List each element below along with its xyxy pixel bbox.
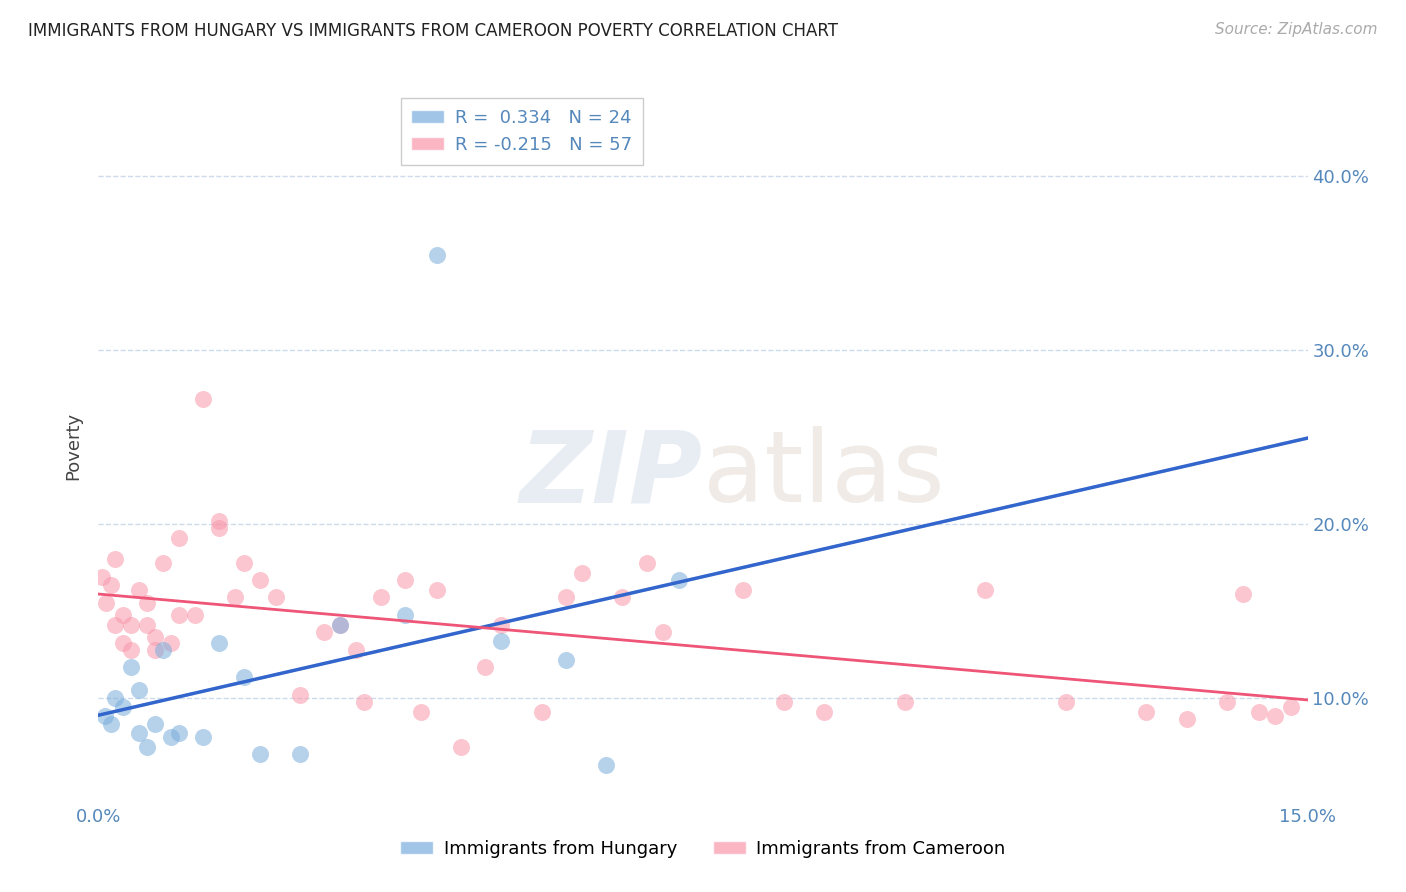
Point	[733, 583, 755, 598]
Point	[208, 521, 231, 535]
Point	[491, 634, 513, 648]
Point	[120, 660, 142, 674]
Point	[555, 591, 578, 605]
Point	[491, 618, 513, 632]
Point	[772, 695, 794, 709]
Point	[208, 514, 231, 528]
Point	[595, 757, 617, 772]
Point	[120, 642, 142, 657]
Point	[120, 618, 142, 632]
Point	[167, 607, 190, 622]
Point	[1281, 700, 1303, 714]
Point	[193, 730, 215, 744]
Point	[111, 700, 134, 714]
Point	[409, 706, 432, 720]
Point	[1232, 587, 1254, 601]
Point	[1249, 706, 1271, 720]
Point	[167, 531, 190, 545]
Point	[91, 569, 114, 583]
Point	[249, 573, 271, 587]
Text: IMMIGRANTS FROM HUNGARY VS IMMIGRANTS FROM CAMEROON POVERTY CORRELATION CHART: IMMIGRANTS FROM HUNGARY VS IMMIGRANTS FR…	[28, 22, 838, 40]
Point	[128, 583, 150, 598]
Point	[135, 740, 157, 755]
Point	[128, 726, 150, 740]
Point	[668, 573, 690, 587]
Point	[353, 695, 375, 709]
Point	[474, 660, 496, 674]
Point	[1216, 695, 1239, 709]
Point	[103, 691, 125, 706]
Point	[314, 625, 336, 640]
Point	[893, 695, 915, 709]
Point	[1135, 706, 1157, 720]
Point	[160, 635, 183, 649]
Point	[555, 653, 578, 667]
Point	[974, 583, 997, 598]
Point	[135, 618, 157, 632]
Point	[135, 596, 157, 610]
Point	[143, 631, 166, 645]
Text: atlas: atlas	[703, 426, 945, 523]
Point	[152, 556, 174, 570]
Point	[636, 556, 658, 570]
Y-axis label: Poverty: Poverty	[65, 412, 83, 480]
Point	[111, 607, 134, 622]
Point	[329, 618, 352, 632]
Point	[193, 392, 215, 406]
Point	[651, 625, 673, 640]
Point	[530, 706, 553, 720]
Legend: Immigrants from Hungary, Immigrants from Cameroon: Immigrants from Hungary, Immigrants from…	[394, 833, 1012, 865]
Point	[288, 688, 311, 702]
Text: ZIP: ZIP	[520, 426, 703, 523]
Point	[1054, 695, 1077, 709]
Point	[184, 607, 207, 622]
Point	[370, 591, 392, 605]
Text: Source: ZipAtlas.com: Source: ZipAtlas.com	[1215, 22, 1378, 37]
Point	[160, 730, 183, 744]
Point	[167, 726, 190, 740]
Point	[143, 642, 166, 657]
Point	[426, 583, 449, 598]
Point	[224, 591, 246, 605]
Point	[128, 682, 150, 697]
Point	[813, 706, 835, 720]
Point	[152, 642, 174, 657]
Point	[100, 578, 122, 592]
Point	[1175, 712, 1198, 726]
Point	[288, 747, 311, 761]
Point	[571, 566, 593, 580]
Point	[426, 247, 449, 261]
Point	[329, 618, 352, 632]
Point	[208, 635, 231, 649]
Point	[232, 556, 254, 570]
Point	[249, 747, 271, 761]
Point	[94, 708, 117, 723]
Point	[103, 552, 125, 566]
Point	[232, 671, 254, 685]
Point	[394, 573, 416, 587]
Point	[96, 596, 118, 610]
Point	[111, 635, 134, 649]
Point	[612, 591, 634, 605]
Point	[450, 740, 472, 755]
Point	[143, 717, 166, 731]
Point	[344, 642, 367, 657]
Point	[1264, 708, 1286, 723]
Point	[100, 717, 122, 731]
Point	[394, 607, 416, 622]
Point	[103, 618, 125, 632]
Point	[264, 591, 287, 605]
